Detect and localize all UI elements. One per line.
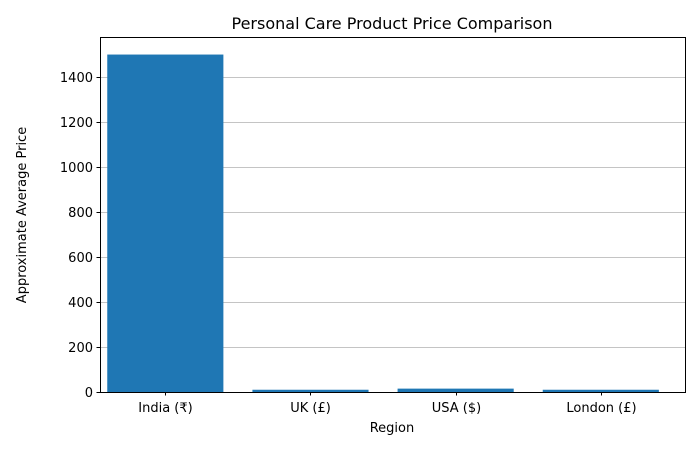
x-tick-label: UK (£) bbox=[290, 401, 331, 416]
y-axis-ticks: 0 200 400 600 800 1000 1200 1400 bbox=[60, 71, 100, 401]
bar bbox=[542, 389, 659, 392]
y-tick-label: 600 bbox=[68, 251, 93, 266]
y-tick-label: 200 bbox=[68, 341, 93, 356]
bar bbox=[397, 388, 514, 392]
x-tick-label: London (£) bbox=[566, 401, 636, 416]
bars bbox=[107, 54, 659, 393]
chart-title: Personal Care Product Price Comparison bbox=[232, 14, 553, 33]
bar bbox=[107, 54, 224, 393]
y-tick-label: 1200 bbox=[60, 116, 93, 131]
y-axis-label: Approximate Average Price bbox=[15, 127, 30, 303]
x-tick-label: USA ($) bbox=[432, 401, 481, 416]
x-tick-label: India (₹) bbox=[138, 401, 192, 416]
x-axis-ticks: India (₹) UK (£) USA ($) London (£) bbox=[138, 392, 637, 416]
y-tick-label: 400 bbox=[68, 296, 93, 311]
bar bbox=[252, 389, 369, 392]
x-axis-label: Region bbox=[370, 421, 415, 436]
plot-frame bbox=[100, 37, 686, 393]
y-tick-label: 1400 bbox=[60, 71, 93, 86]
y-tick-label: 800 bbox=[68, 206, 93, 221]
y-tick-label: 0 bbox=[85, 386, 93, 401]
y-tick-label: 1000 bbox=[60, 161, 93, 176]
